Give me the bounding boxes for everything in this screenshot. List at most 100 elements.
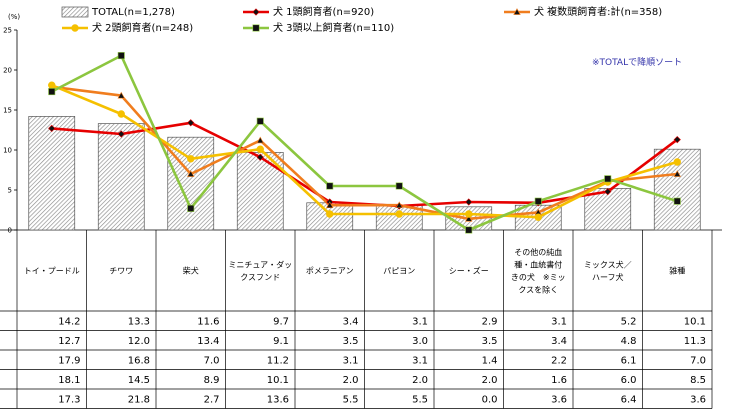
table-value: 6.4 [621, 394, 637, 405]
table-value: 12.0 [128, 336, 150, 347]
table-value: 7.0 [204, 355, 220, 366]
series-point-4 [48, 88, 56, 96]
table-value: 1.6 [551, 375, 567, 386]
table-value: 2.9 [482, 316, 498, 327]
table-value: 5.2 [621, 316, 637, 327]
bar-total [167, 136, 215, 231]
bar-total [28, 116, 76, 231]
legend-marker-2 [513, 8, 521, 15]
table-value: 14.2 [58, 316, 80, 327]
table-value: 3.1 [343, 355, 359, 366]
sort-note: ※TOTALで降順ソート [592, 56, 682, 68]
table-value: 17.9 [58, 355, 80, 366]
y-tick-label: 20 [3, 67, 12, 75]
table-value: 3.1 [551, 316, 567, 327]
table-value: 3.6 [690, 394, 706, 405]
category-label: ミニチュア・ダッ [228, 259, 292, 269]
series-point-2 [117, 91, 125, 99]
series-point-4 [395, 182, 403, 190]
series-point-2 [673, 170, 681, 177]
table-value: 3.1 [412, 355, 428, 366]
series-point-4 [256, 117, 264, 125]
table-value: 14.5 [128, 375, 150, 386]
table-value: 13.3 [128, 316, 150, 327]
series-point-1 [187, 119, 195, 127]
series-point-3 [673, 158, 681, 166]
category-label: その他の純血 [514, 247, 562, 257]
legend-swatch-total [61, 6, 89, 18]
category-label: クスを除く [518, 284, 558, 294]
table-value: 2.0 [482, 375, 498, 386]
table-value: 7.0 [690, 355, 706, 366]
table-value: 11.3 [684, 336, 706, 347]
series-point-4 [534, 197, 542, 205]
series-point-3 [117, 110, 125, 118]
table-value: 6.0 [621, 375, 637, 386]
table-value: 1.4 [482, 355, 498, 366]
series-point-3 [465, 210, 473, 218]
table-value: 4.8 [621, 336, 637, 347]
table-value: 3.4 [343, 316, 359, 327]
legend-label-0: TOTAL(n=1,278) [91, 7, 175, 18]
category-label: 雑種 [669, 266, 685, 276]
category-label: パピヨン [383, 267, 415, 276]
series-point-2 [326, 201, 334, 209]
category-label: シー・ズー [449, 266, 489, 276]
table-value: 18.1 [58, 375, 80, 386]
table-value: 6.1 [621, 355, 637, 366]
legend-label-2: 犬 複数頭飼育者:計(n=358) [534, 5, 662, 18]
table-value: 0.0 [482, 394, 498, 405]
y-unit-label: (%) [8, 13, 20, 21]
y-tick-label: 15 [3, 107, 12, 115]
table-value: 3.1 [412, 316, 428, 327]
legend-label-4: 犬 3頭以上飼育者(n=110) [273, 21, 394, 34]
series-point-3 [395, 210, 403, 218]
table-value: 3.0 [412, 336, 428, 347]
series-point-2 [256, 136, 264, 144]
category-label: きの犬 ※ミッ [511, 272, 566, 282]
series-point-3 [48, 81, 56, 89]
series-point-3 [256, 145, 264, 153]
series-point-2 [465, 214, 473, 222]
table-value: 5.5 [412, 394, 428, 405]
table-value: 17.3 [58, 394, 80, 405]
legend-marker-4 [252, 24, 260, 32]
series-point-3 [187, 155, 195, 163]
series-point-1 [256, 153, 264, 161]
legend-label-3: 犬 2頭飼育者(n=248) [92, 21, 193, 34]
legend-marker-3 [71, 24, 79, 32]
table-value: 12.7 [58, 336, 80, 347]
series-point-1 [673, 135, 681, 144]
category-label: 柴犬 [183, 266, 199, 276]
table-value: 8.5 [690, 375, 706, 386]
table-value: 13.4 [197, 336, 219, 347]
category-label: 種・血統書付 [514, 259, 562, 269]
category-label: クスフンド [240, 273, 280, 282]
series-line-4 [51, 54, 678, 232]
table-value: 10.1 [267, 375, 289, 386]
table-value: 2.7 [204, 394, 220, 405]
series-point-4 [673, 197, 681, 205]
series-point-4 [117, 52, 125, 60]
legend-marker-1 [252, 8, 260, 16]
table-value: 3.6 [551, 394, 567, 405]
legend-label-1: 犬 1頭飼育者(n=920) [273, 5, 374, 18]
table-value: 2.2 [551, 355, 567, 366]
y-tick-label: 0 [8, 227, 12, 235]
series-point-3 [534, 213, 542, 221]
table-value: 10.1 [684, 316, 706, 327]
series-line-3 [51, 83, 678, 219]
series-point-1 [604, 187, 612, 196]
table-value: 2.0 [343, 375, 359, 386]
category-label: ミックス犬／ [584, 259, 632, 269]
series-point-1 [465, 198, 473, 206]
bar-total [236, 152, 284, 231]
series-point-1 [48, 124, 56, 133]
series-point-4 [604, 175, 612, 183]
series-point-2 [187, 170, 195, 177]
table-value: 21.8 [128, 394, 150, 405]
series-point-4 [326, 182, 334, 190]
table-value: 11.2 [267, 355, 289, 366]
